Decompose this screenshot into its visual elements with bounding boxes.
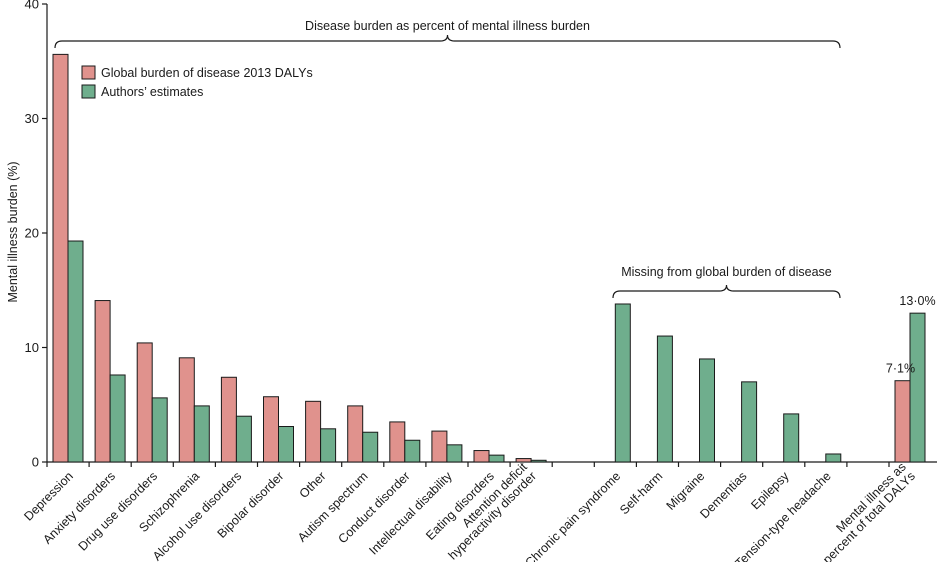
bar-gbd — [305, 400, 322, 463]
legend-swatch — [81, 65, 96, 80]
x-tick-label: Other — [297, 469, 329, 501]
bar-gbd — [220, 376, 237, 463]
bar-gbd — [94, 300, 111, 463]
bar-authors — [235, 415, 252, 463]
bar-authors — [488, 454, 505, 463]
bar-authors — [193, 405, 210, 463]
x-tick-label-line: Self-harm — [617, 469, 665, 517]
bar-authors — [656, 335, 673, 463]
bar-gbd — [894, 380, 911, 463]
bar-authors — [320, 428, 337, 463]
bar-gbd — [178, 357, 195, 463]
bar-authors — [278, 426, 294, 463]
bar-authors — [741, 381, 758, 463]
legend-label: Authors’ estimates — [101, 85, 203, 99]
bar-gbd — [52, 53, 69, 463]
x-tick-label: Self-harm — [617, 469, 665, 517]
bar-authors — [404, 439, 421, 463]
x-tick-label: Conduct disorder — [336, 469, 413, 546]
x-tick-label-line: Anxiety disorders — [40, 469, 118, 547]
bar-authors — [909, 312, 926, 463]
bar-authors — [699, 358, 715, 463]
y-tick-label: 40 — [25, 0, 39, 12]
x-tick-label-line: percent of total DALYs — [820, 469, 918, 562]
x-tick-label-line: Epilepsy — [748, 469, 792, 513]
bars: 7·1% 13·0% — [52, 53, 936, 463]
x-tick-label: Anxiety disorders — [40, 469, 118, 547]
x-tick-label: Drug use disorders — [76, 469, 161, 554]
x-tick-label: Migraine — [664, 469, 708, 513]
legend-swatch — [81, 84, 96, 99]
data-label-authors-total: 13·0% — [899, 294, 935, 308]
x-tick-label: Epilepsy — [748, 469, 792, 513]
bar-authors — [67, 240, 84, 463]
x-tick-label-line: Other — [297, 469, 329, 501]
x-tick-label: Chronic pain syndrome — [522, 469, 623, 562]
x-tick-label-line: Drug use disorders — [76, 469, 161, 554]
brace-label-disease-burden: Disease burden as percent of mental illn… — [305, 19, 590, 33]
brace-missing — [612, 284, 841, 299]
data-label-gbd-total: 7·1% — [886, 362, 915, 376]
bar-authors — [151, 397, 168, 463]
legend: Global burden of disease 2013 DALYs Autho… — [81, 65, 313, 99]
bar-authors — [109, 374, 126, 463]
y-tick-label: 30 — [25, 111, 39, 126]
x-tick-label-line: Migraine — [664, 469, 708, 513]
x-tick-label-line: Chronic pain syndrome — [522, 469, 623, 562]
x-tick-label-line: Conduct disorder — [336, 469, 413, 546]
brace-disease-burden — [54, 34, 841, 49]
legend-label: Global burden of disease 2013 DALYs — [101, 66, 313, 80]
bar-authors — [783, 413, 800, 463]
bar-gbd — [347, 405, 364, 463]
bar-authors — [362, 431, 379, 463]
bar-gbd — [263, 396, 279, 463]
bar-gbd — [473, 450, 490, 463]
bar-gbd — [431, 430, 448, 463]
y-tick-label: 10 — [25, 340, 39, 355]
y-tick-label: 20 — [25, 226, 39, 241]
y-axis-title: Mental illness burden (%) — [6, 161, 20, 302]
brace-label-missing: Missing from global burden of disease — [621, 265, 832, 279]
bar-gbd — [136, 342, 153, 463]
bar-gbd — [389, 421, 406, 463]
y-tick-label: 0 — [32, 455, 39, 470]
bar-authors — [446, 444, 463, 463]
bar-authors — [614, 303, 631, 463]
annotation-braces: Disease burden as percent of mental illn… — [54, 19, 841, 299]
bar-authors — [530, 459, 547, 463]
bar-authors — [825, 453, 842, 463]
